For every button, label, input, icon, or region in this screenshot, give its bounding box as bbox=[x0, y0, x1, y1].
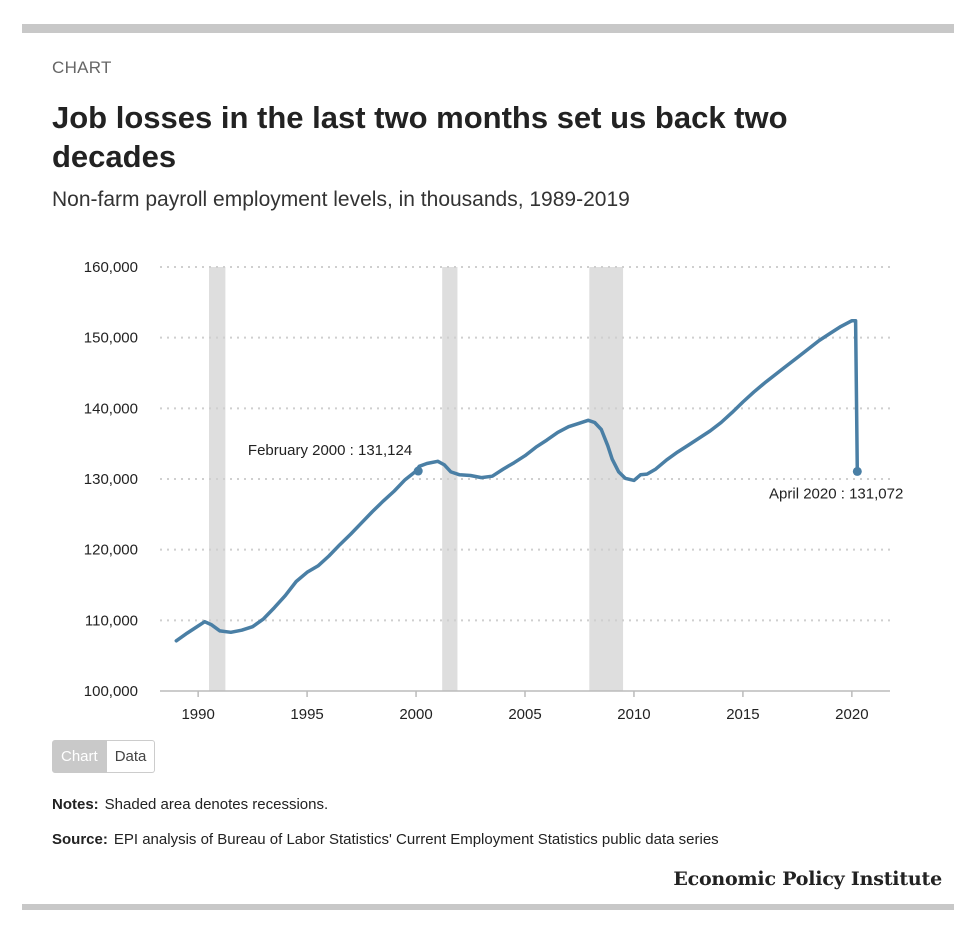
y-tick-label: 130,000 bbox=[84, 471, 138, 488]
notes-text: Shaded area denotes recessions. bbox=[104, 796, 329, 813]
source: Source: EPI analysis of Bureau of Labor S… bbox=[52, 831, 719, 848]
annotation-label-feb-2000: February 2000 : 131,124 bbox=[248, 442, 412, 459]
notes: Notes: Shaded area denotes recessions. bbox=[52, 796, 328, 813]
annotation-point-apr-2020 bbox=[852, 466, 862, 476]
series-line bbox=[174, 318, 860, 643]
chart-tab[interactable]: Chart bbox=[52, 740, 107, 773]
y-tick-label: 140,000 bbox=[84, 400, 138, 417]
y-axis: 100,000 110,000 120,000 130,000 140,000 150,0… bbox=[84, 259, 138, 700]
x-tick-label: 2000 bbox=[399, 706, 432, 723]
y-tick-label: 150,000 bbox=[84, 330, 138, 347]
y-tick-label: 100,000 bbox=[84, 683, 138, 700]
x-tick-label: 1990 bbox=[181, 706, 214, 723]
data-tab[interactable]: Data bbox=[106, 740, 156, 773]
annotation-label-apr-2020: April 2020 : 131,072 bbox=[769, 485, 903, 502]
x-tick-label: 1995 bbox=[290, 706, 323, 723]
x-tick-label: 2010 bbox=[617, 706, 650, 723]
notes-label: Notes: bbox=[52, 796, 99, 813]
grid-lines bbox=[160, 266, 890, 622]
series-group bbox=[174, 318, 860, 643]
chart-title: Job losses in the last two months set us… bbox=[52, 100, 788, 174]
view-toggle: Chart Data bbox=[52, 740, 156, 773]
x-tick-label: 2020 bbox=[835, 706, 868, 723]
chart-subtitle: Non-farm payroll employment levels, in t… bbox=[52, 188, 630, 211]
top-rule bbox=[22, 24, 954, 33]
x-tick-label: 2005 bbox=[508, 706, 541, 723]
recession-band bbox=[442, 267, 458, 691]
chart-kicker: CHART bbox=[52, 58, 112, 77]
source-label: Source: bbox=[52, 831, 108, 848]
annotation-point-feb-2000 bbox=[413, 466, 423, 476]
source-text: EPI analysis of Bureau of Labor Statisti… bbox=[113, 831, 719, 848]
brand-logo: Economic Policy Institute bbox=[673, 868, 942, 890]
y-tick-label: 160,000 bbox=[84, 259, 138, 276]
employment-line-chart: 100,000 110,000 120,000 130,000 140,000 150,0… bbox=[84, 259, 904, 723]
y-tick-label: 110,000 bbox=[85, 612, 138, 629]
y-tick-label: 120,000 bbox=[84, 542, 138, 559]
x-tick-label: 2015 bbox=[726, 706, 759, 723]
bottom-rule bbox=[22, 904, 954, 910]
x-axis: 1990 1995 2000 2005 2010 2015 2020 bbox=[160, 690, 890, 723]
annotations: February 2000 : 131,124 April 2020 : 131,… bbox=[248, 442, 903, 502]
